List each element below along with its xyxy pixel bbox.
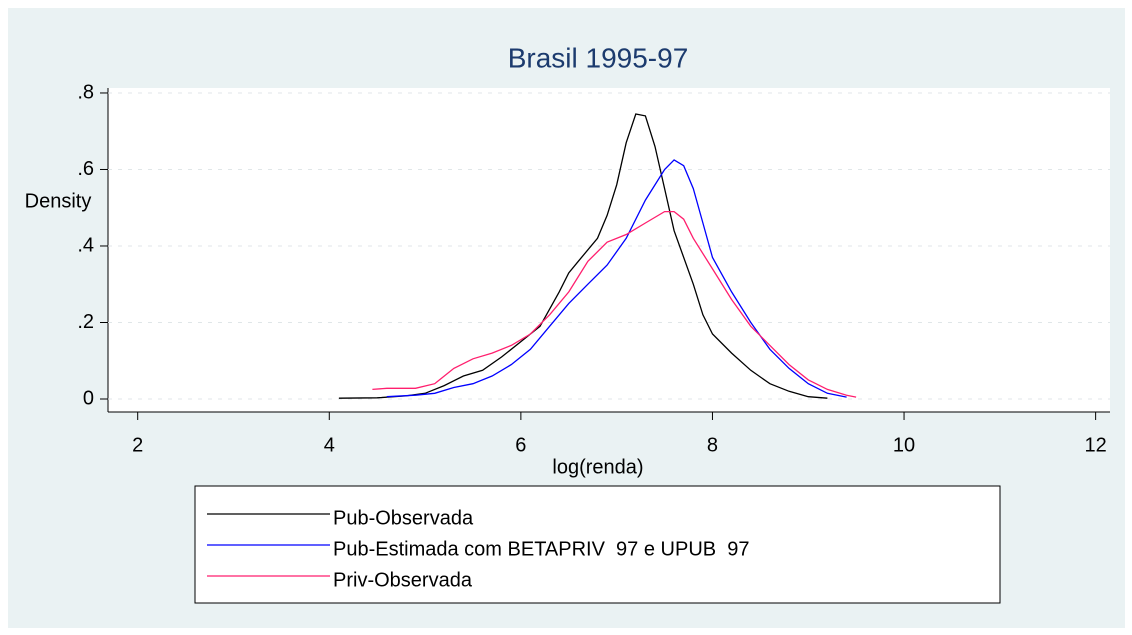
density-line xyxy=(338,113,828,399)
density-line xyxy=(386,159,847,398)
y-tick-label: 0 xyxy=(83,387,94,409)
chart-title: Brasil 1995-97 xyxy=(508,42,689,73)
y-tick-label: .4 xyxy=(77,234,94,256)
legend-label: Pub-Observada xyxy=(333,507,474,529)
y-tick-label: .8 xyxy=(77,81,94,103)
legend-label: Pub-Estimada com BETAPRIV 97 e UPUB 97 xyxy=(333,538,749,560)
y-axis-label: Density xyxy=(25,190,92,212)
y-tick-label: .2 xyxy=(77,311,94,333)
x-tick-label: 12 xyxy=(1085,434,1107,456)
x-tick-label: 2 xyxy=(132,434,143,456)
plot-area xyxy=(108,88,1110,412)
density-line xyxy=(372,210,857,398)
legend-label: Priv-Observada xyxy=(333,569,473,591)
x-axis-label: log(renda) xyxy=(552,456,643,478)
x-tick-label: 4 xyxy=(324,434,335,456)
x-tick-label: 6 xyxy=(515,434,526,456)
x-tick-label: 8 xyxy=(707,434,718,456)
x-tick-label: 10 xyxy=(893,434,915,456)
y-tick-label: .6 xyxy=(77,158,94,180)
